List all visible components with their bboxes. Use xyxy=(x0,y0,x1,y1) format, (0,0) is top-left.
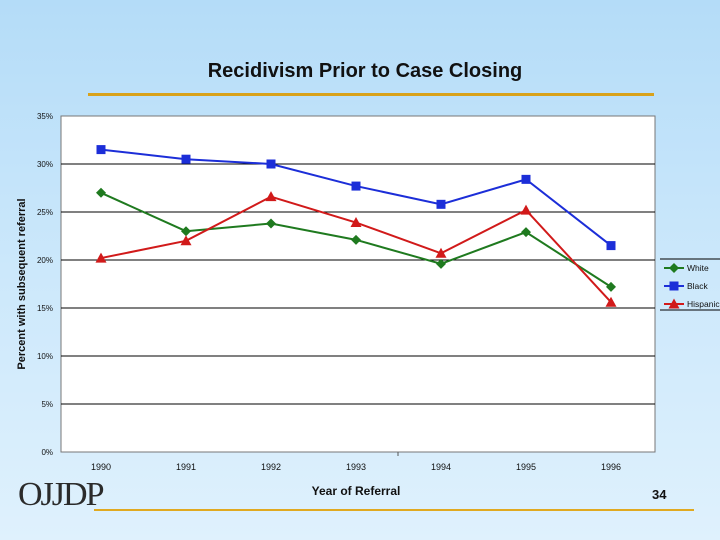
x-tick-label: 1996 xyxy=(601,462,621,472)
data-point-black xyxy=(436,199,446,209)
y-axis-label: Percent with subsequent referral xyxy=(16,198,28,369)
data-point-white xyxy=(606,281,616,292)
data-point-hispanic xyxy=(605,296,617,307)
y-tick-label: 30% xyxy=(37,160,53,169)
legend: White Black Hispanic xyxy=(660,258,720,311)
data-point-black xyxy=(351,181,361,191)
series-lines xyxy=(95,145,617,307)
data-point-black xyxy=(521,174,531,184)
data-point-black xyxy=(266,159,276,169)
grid-lines xyxy=(61,163,655,456)
data-point-white xyxy=(96,187,106,198)
y-tick-labels: 0% 5% 10% 15% 20% 25% 30% 35% xyxy=(37,112,53,457)
legend-label-white: White xyxy=(687,263,709,273)
data-point-white xyxy=(436,258,446,269)
slide-title: Recidivism Prior to Case Closing xyxy=(207,60,523,82)
data-point-hispanic xyxy=(520,204,532,215)
ojjdp-logo: OJJDP xyxy=(18,476,104,513)
data-point-black xyxy=(181,154,191,164)
data-point-hispanic xyxy=(350,217,362,228)
data-point-hispanic xyxy=(435,247,447,258)
x-axis-label: Year of Referral xyxy=(312,484,401,498)
data-point-black xyxy=(96,145,106,155)
title-underline xyxy=(88,93,654,96)
y-tick-label: 35% xyxy=(37,112,53,121)
legend-label-black: Black xyxy=(687,281,709,291)
legend-marker-black xyxy=(669,281,679,291)
y-tick-label: 5% xyxy=(41,400,53,409)
data-point-hispanic xyxy=(95,252,107,263)
data-point-black xyxy=(606,241,616,251)
x-tick-label: 1991 xyxy=(176,462,196,472)
footer-rule xyxy=(94,509,694,511)
page-number: 34 xyxy=(652,487,667,502)
x-tick-label: 1994 xyxy=(431,462,451,472)
legend-label-hispanic: Hispanic xyxy=(687,299,720,309)
data-point-hispanic xyxy=(265,191,277,202)
y-tick-label: 10% xyxy=(37,352,53,361)
data-point-white xyxy=(181,226,191,237)
y-tick-label: 0% xyxy=(41,448,53,457)
x-tick-label: 1993 xyxy=(346,462,366,472)
y-tick-label: 25% xyxy=(37,208,53,217)
x-tick-labels: 1990 1991 1992 1993 1994 1995 1996 xyxy=(91,462,621,472)
y-tick-label: 20% xyxy=(37,256,53,265)
x-tick-label: 1992 xyxy=(261,462,281,472)
data-point-white xyxy=(351,234,361,245)
legend-marker-white xyxy=(669,263,679,273)
legend-marker-hispanic xyxy=(668,298,680,309)
y-tick-label: 15% xyxy=(37,304,53,313)
x-tick-label: 1990 xyxy=(91,462,111,472)
x-tick-label: 1995 xyxy=(516,462,536,472)
data-point-white xyxy=(266,218,276,229)
data-point-white xyxy=(521,227,531,238)
plot-area xyxy=(60,115,656,453)
data-point-hispanic xyxy=(180,235,192,246)
